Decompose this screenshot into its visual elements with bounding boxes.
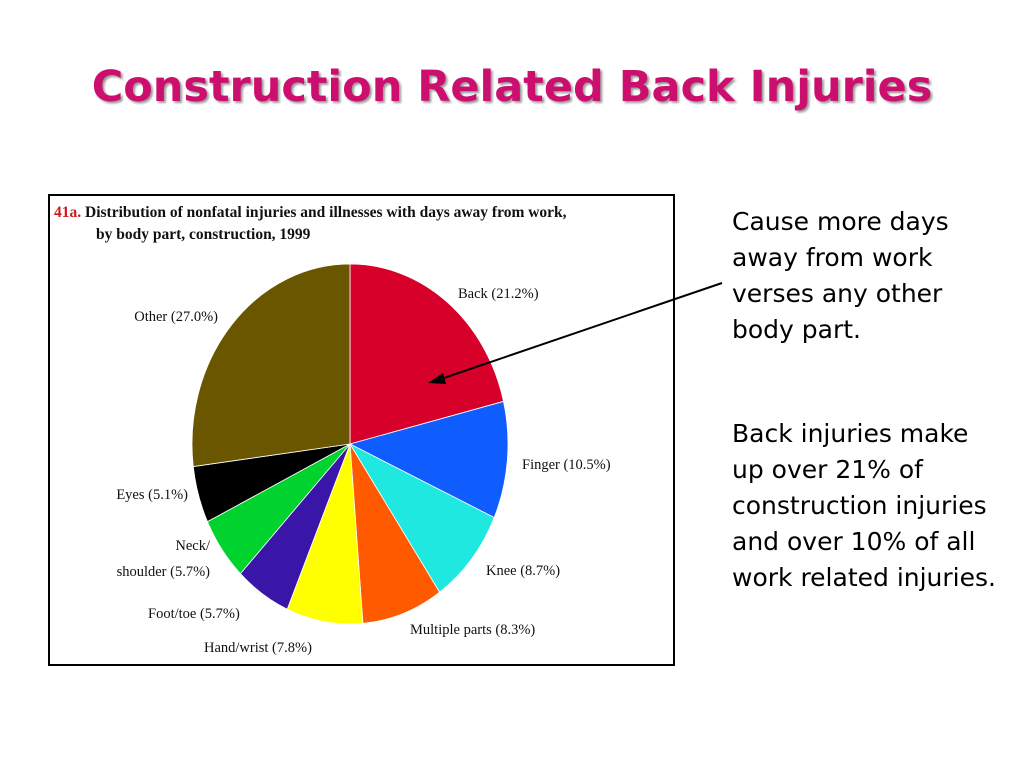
figure-caption-line2: by body part, construction, 1999 <box>96 226 311 243</box>
slide-title: Construction Related Back Injuries <box>91 62 933 112</box>
slice-label: Hand/wrist (7.8%) <box>204 640 312 656</box>
pie-slice <box>349 443 441 624</box>
pointer-arrow <box>437 282 723 381</box>
figure-number: 41a. <box>54 204 82 221</box>
slice-label: Other (27.0%) <box>134 309 218 325</box>
pie-slice <box>349 263 504 445</box>
slice-label: Finger (10.5%) <box>522 457 611 473</box>
bullet-point-2: Back injuries make up over 21% of constr… <box>732 419 996 592</box>
pie-labels: Back (21.2%) Finger (10.5%) Knee (8.7%) Mul… <box>116 286 610 656</box>
slice-label: Neck/shoulder (5.7%) <box>117 538 211 580</box>
pie-slices <box>191 263 509 625</box>
slice-label: Back (21.2%) <box>458 286 539 302</box>
slice-label: Eyes (5.1%) <box>116 487 188 503</box>
slice-label: Knee (8.7%) <box>486 563 560 579</box>
slice-label: Multiple parts (8.3%) <box>410 622 535 638</box>
pie-slice <box>348 400 509 519</box>
arrowhead-icon <box>428 373 446 384</box>
pie-slice <box>191 263 351 468</box>
slice-label: Foot/toe (5.7%) <box>148 606 240 622</box>
bullet-point-1: Cause more days away from work verses an… <box>732 207 949 344</box>
pie-slice <box>348 443 495 593</box>
figure-caption-line1: Distribution of nonfatal injuries and il… <box>85 204 567 221</box>
figure-caption: 41a. Distribution of nonfatal injuries a… <box>54 202 669 246</box>
